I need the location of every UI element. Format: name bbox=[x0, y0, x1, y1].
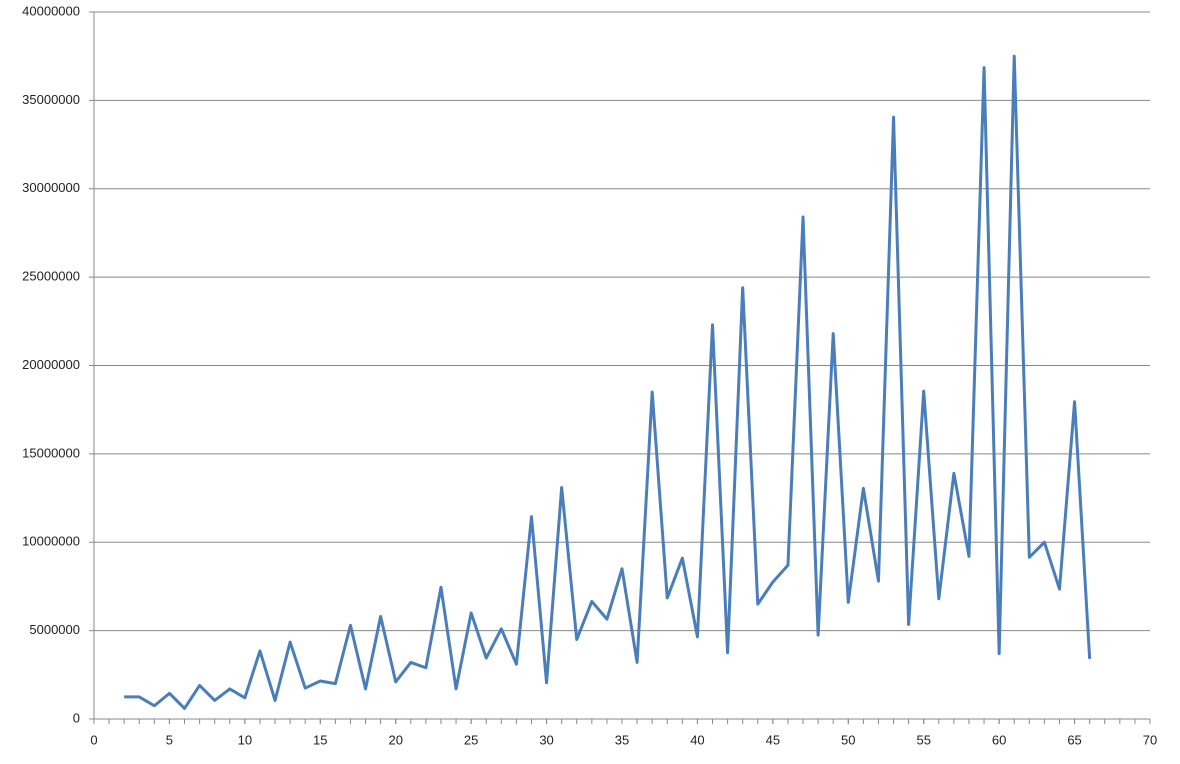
y-tick-label: 10000000 bbox=[22, 534, 80, 549]
x-tick-label: 20 bbox=[388, 732, 402, 747]
x-tick-label: 30 bbox=[539, 732, 553, 747]
x-tick-label: 25 bbox=[464, 732, 478, 747]
y-tick-label: 30000000 bbox=[22, 180, 80, 195]
x-tick-label: 15 bbox=[313, 732, 327, 747]
y-tick-label: 0 bbox=[73, 710, 80, 725]
x-tick-label: 45 bbox=[766, 732, 780, 747]
y-tick-label: 15000000 bbox=[22, 445, 80, 460]
y-tick-label: 35000000 bbox=[22, 92, 80, 107]
x-tick-label: 35 bbox=[615, 732, 629, 747]
x-tick-label: 10 bbox=[238, 732, 252, 747]
y-tick-label: 20000000 bbox=[22, 357, 80, 372]
x-tick-label: 5 bbox=[166, 732, 173, 747]
x-tick-label: 40 bbox=[690, 732, 704, 747]
x-tick-label: 60 bbox=[992, 732, 1006, 747]
x-tick-label: 70 bbox=[1143, 732, 1157, 747]
y-tick-label: 5000000 bbox=[29, 622, 80, 637]
x-tick-label: 65 bbox=[1067, 732, 1081, 747]
y-tick-label: 40000000 bbox=[22, 3, 80, 18]
x-tick-label: 0 bbox=[90, 732, 97, 747]
y-tick-label: 25000000 bbox=[22, 269, 80, 284]
x-tick-label: 50 bbox=[841, 732, 855, 747]
data-line bbox=[124, 54, 1092, 710]
x-tick-label: 55 bbox=[916, 732, 930, 747]
